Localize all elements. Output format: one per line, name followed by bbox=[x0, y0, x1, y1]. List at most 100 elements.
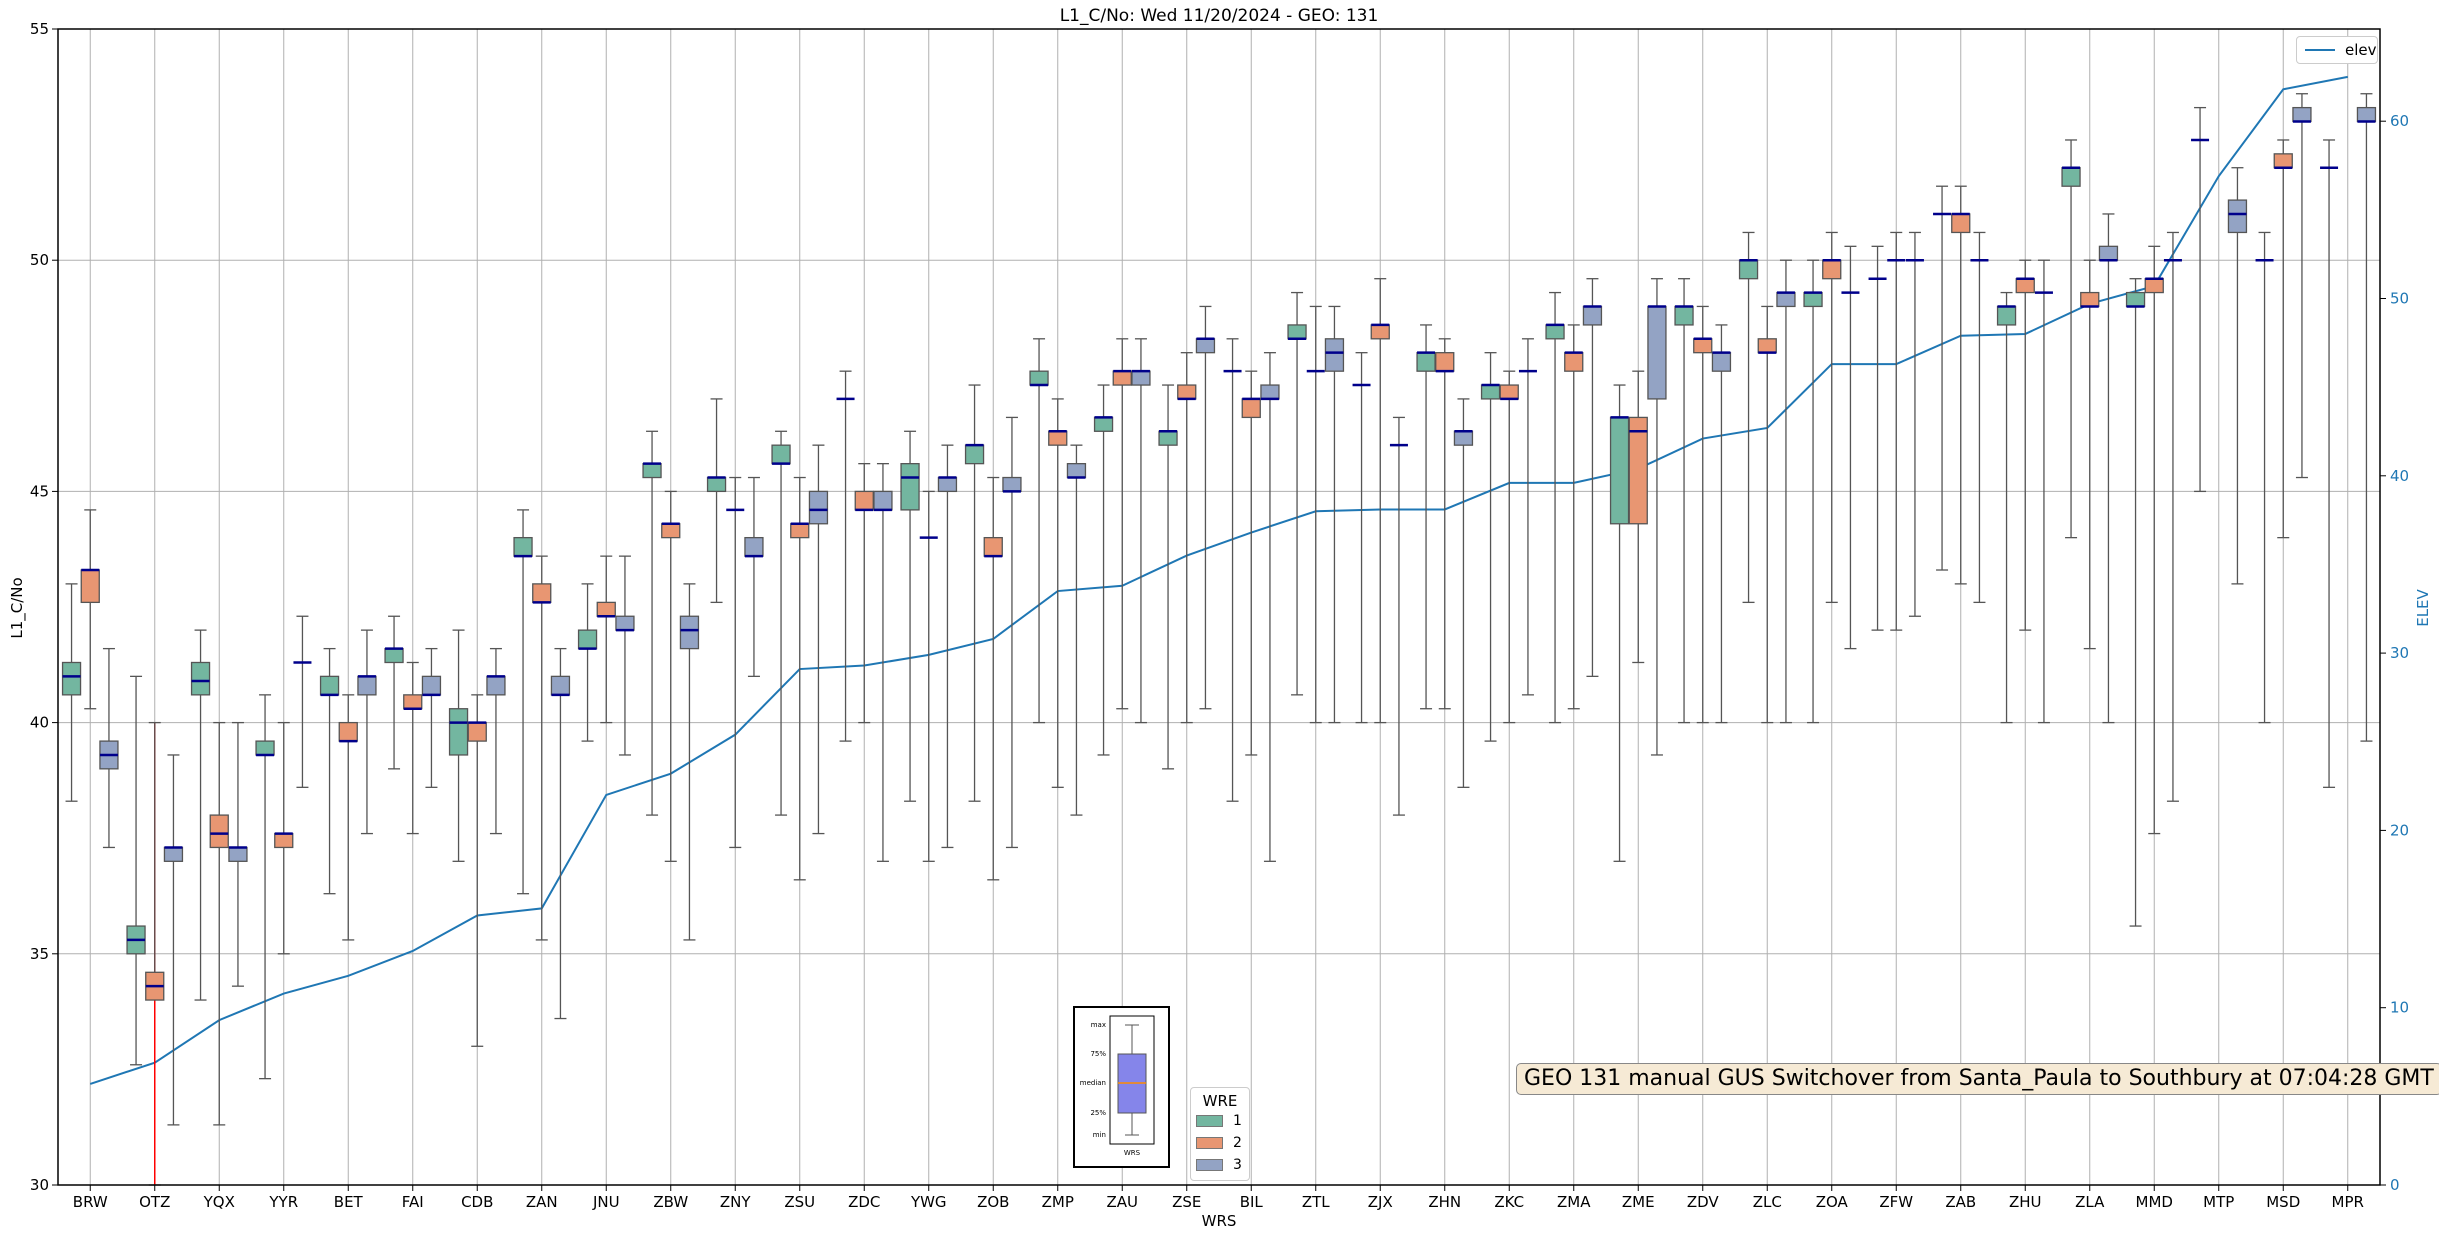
box-ZAN-wre1 bbox=[513, 509, 533, 895]
iqr-box bbox=[80, 569, 100, 604]
key-label-max: max bbox=[1091, 1021, 1106, 1029]
x-tick-label: BET bbox=[334, 1193, 364, 1211]
iqr-box bbox=[1112, 370, 1132, 386]
x-tick-label: YQX bbox=[203, 1193, 235, 1211]
box-YWG-wre2 bbox=[919, 490, 938, 862]
iqr-box bbox=[1093, 416, 1114, 432]
iqr-box bbox=[1416, 352, 1436, 372]
iqr-box bbox=[983, 536, 1003, 557]
y2-tick-label: 50 bbox=[2390, 289, 2409, 307]
iqr-box bbox=[1241, 398, 1261, 419]
box-ZJX-wre2 bbox=[1370, 278, 1390, 724]
box-CDB-wre3 bbox=[486, 647, 506, 835]
iqr-box bbox=[900, 463, 920, 511]
box-ZAN-wre2 bbox=[532, 555, 552, 941]
iqr-box bbox=[2015, 278, 2035, 294]
iqr-box bbox=[1287, 324, 1307, 340]
iqr-box bbox=[421, 675, 442, 696]
iqr-box bbox=[1582, 305, 1603, 326]
iqr-box bbox=[1324, 338, 1345, 372]
iqr-box bbox=[808, 490, 829, 525]
iqr-box bbox=[873, 490, 893, 511]
box-ZHU-wre2 bbox=[2015, 259, 2035, 631]
box-ZMP-wre1 bbox=[1029, 338, 1049, 724]
x-tick-label: ZJX bbox=[1368, 1193, 1393, 1211]
box-ZFW-wre2 bbox=[1887, 231, 1906, 631]
box-BIL-wre2 bbox=[1241, 370, 1261, 756]
iqr-box bbox=[338, 721, 358, 742]
iqr-box bbox=[615, 615, 635, 631]
iqr-box bbox=[1822, 259, 1842, 280]
iqr-box bbox=[1776, 291, 1796, 308]
box-ZHN-wre3 bbox=[1453, 398, 1474, 788]
iqr-box bbox=[2227, 199, 2248, 234]
box-ZAU-wre2 bbox=[1112, 338, 1132, 710]
box-MMD-wre3 bbox=[2163, 231, 2182, 802]
box-ZOB-wre2 bbox=[983, 476, 1003, 881]
x-tick-label: BIL bbox=[1240, 1193, 1264, 1211]
x-tick-label: MMD bbox=[2136, 1193, 2173, 1211]
box-YYR-wre1 bbox=[255, 694, 275, 1080]
iqr-box bbox=[1029, 370, 1049, 386]
iqr-box bbox=[937, 476, 958, 493]
iqr-box bbox=[1453, 430, 1474, 446]
box-ZMP-wre3 bbox=[1066, 444, 1087, 816]
iqr-box bbox=[190, 661, 211, 696]
box-ZKC-wre2 bbox=[1499, 370, 1519, 724]
box-JNU-wre1 bbox=[577, 583, 598, 742]
iqr-box bbox=[209, 814, 229, 849]
box-FAI-wre3 bbox=[421, 647, 442, 788]
box-ZJX-wre1 bbox=[1352, 352, 1371, 724]
box-ZME-wre2 bbox=[1628, 370, 1648, 664]
box-ZKC-wre3 bbox=[1518, 338, 1537, 696]
iqr-box bbox=[1370, 324, 1390, 340]
iqr-box bbox=[486, 675, 506, 696]
x-tick-label: OTZ bbox=[139, 1193, 170, 1211]
wre-legend-entry-1: 1 bbox=[1191, 1110, 1249, 1132]
box-ZDC-wre2 bbox=[854, 463, 874, 724]
box-ZKC-wre1 bbox=[1480, 352, 1501, 742]
iqr-box bbox=[1066, 463, 1087, 479]
iqr-box bbox=[1131, 370, 1151, 386]
box-JNU-wre3 bbox=[615, 555, 635, 756]
iqr-box bbox=[1647, 305, 1667, 400]
box-ZNY-wre1 bbox=[706, 398, 727, 604]
x-tick-label: ZMA bbox=[1557, 1193, 1591, 1211]
iqr-box bbox=[1435, 352, 1455, 372]
iqr-box bbox=[596, 601, 616, 617]
box-ZHN-wre1 bbox=[1416, 324, 1436, 710]
box-MSD-wre1 bbox=[2255, 231, 2274, 724]
box-YYR-wre3 bbox=[293, 615, 312, 788]
box-FAI-wre2 bbox=[403, 661, 423, 835]
box-ZDV-wre1 bbox=[1674, 278, 1694, 724]
x-tick-label: MSD bbox=[2266, 1193, 2300, 1211]
box-ZJX-wre3 bbox=[1389, 416, 1408, 816]
key-label-q1: 25% bbox=[1090, 1109, 1106, 1117]
y2-tick-label: 40 bbox=[2390, 467, 2409, 485]
boxplot-key-inset: max 75% median 25% min WRS bbox=[1073, 1006, 1170, 1168]
iqr-box bbox=[1803, 291, 1823, 308]
x-tick-label: ZKC bbox=[1494, 1193, 1524, 1211]
iqr-box bbox=[1951, 213, 1971, 234]
iqr-box bbox=[1195, 338, 1216, 354]
key-label-min: min bbox=[1093, 1131, 1106, 1139]
x-tick-label: ZNY bbox=[720, 1193, 751, 1211]
iqr-box bbox=[854, 490, 874, 511]
wre-legend-entry-2: 2 bbox=[1191, 1132, 1249, 1154]
axes: BRW OTZ YQX YYR BET FAI CDB ZAN JNU ZBW ZNY ZSU ZDC Y… bbox=[30, 20, 2409, 1211]
key-label-q3: 75% bbox=[1090, 1050, 1106, 1058]
box-YYR-wre2 bbox=[274, 721, 294, 955]
box-ZOB-wre3 bbox=[1002, 416, 1022, 849]
box-ZAB-wre2 bbox=[1951, 185, 1971, 585]
box-MTP-wre3 bbox=[2227, 167, 2248, 585]
x-tick-label: ZHN bbox=[1428, 1193, 1461, 1211]
box-ZSU-wre3 bbox=[808, 444, 829, 835]
box-BRW-wre1 bbox=[61, 583, 82, 802]
box-ZME-wre3 bbox=[1647, 278, 1667, 756]
iqr-box bbox=[228, 846, 248, 862]
box-MPR-wre3 bbox=[2356, 93, 2377, 742]
box-ZTL-wre1 bbox=[1287, 291, 1307, 696]
wre-legend-title: WRE bbox=[1202, 1092, 1238, 1110]
box-ZAU-wre1 bbox=[1093, 384, 1114, 756]
box-ZLC-wre2 bbox=[1757, 305, 1777, 724]
